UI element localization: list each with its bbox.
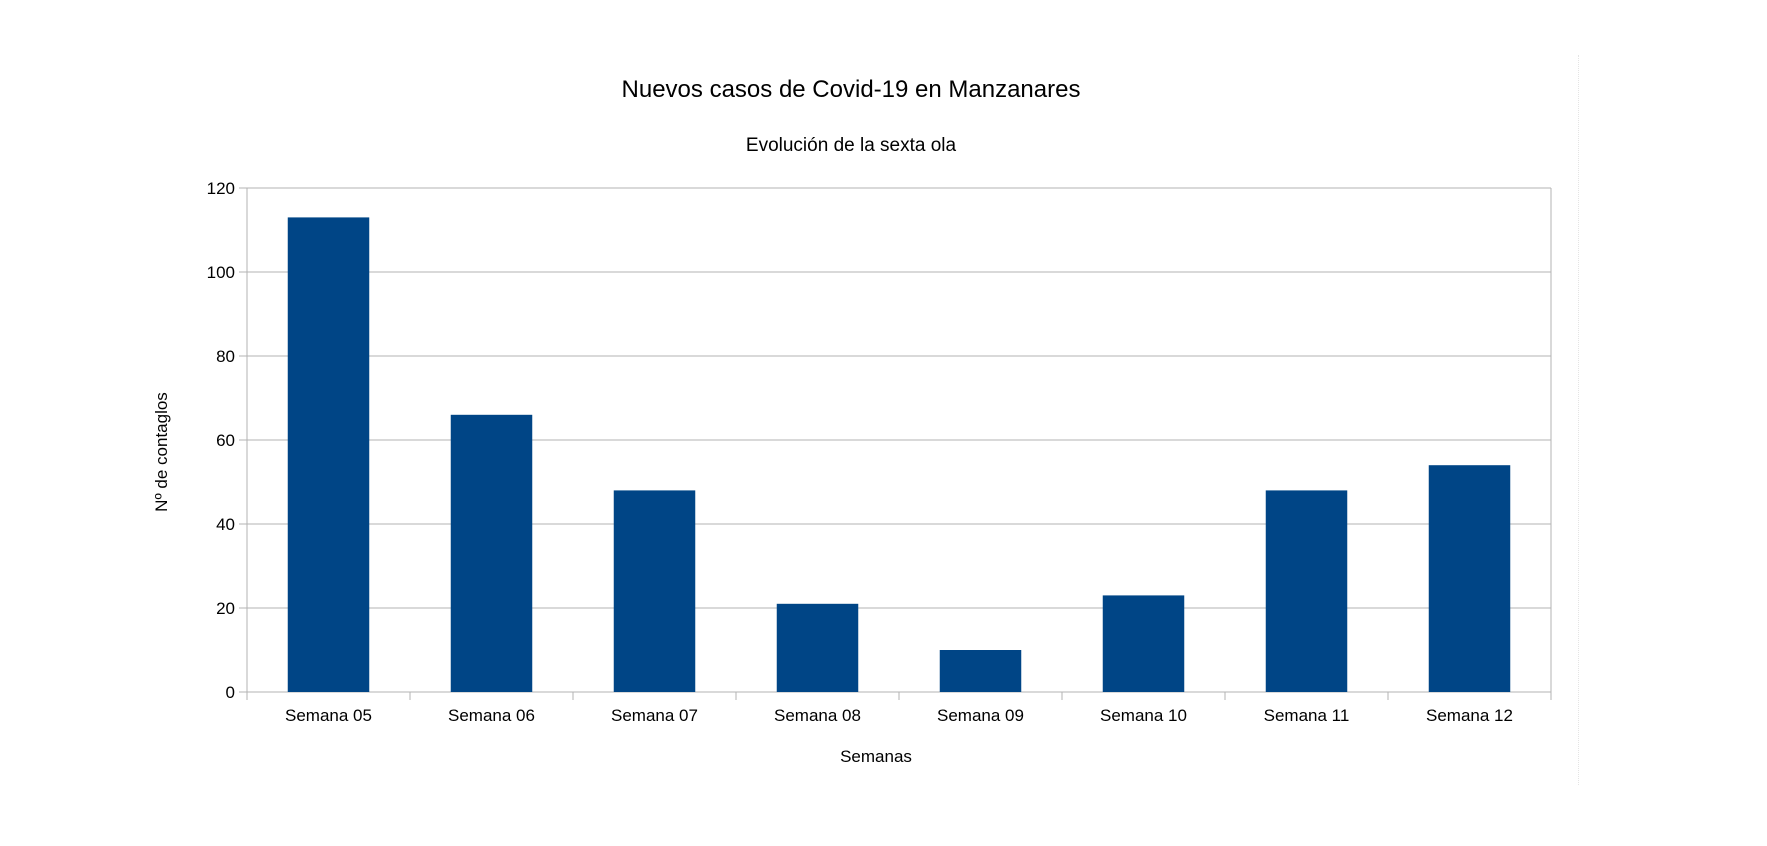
x-tick-label: Semana 08 <box>774 706 861 725</box>
x-axis-ticks: Semana 05 Semana 06 Semana 07 Semana 08 Sema… <box>246 692 1552 725</box>
x-tick-label: Semana 06 <box>448 706 535 725</box>
x-tick-label: Semana 09 <box>937 706 1024 725</box>
x-tick-label: Semana 05 <box>285 706 372 725</box>
x-tick-label: Semana 10 <box>1100 706 1187 725</box>
bar <box>939 650 1022 692</box>
y-tick-label: 60 <box>216 431 235 450</box>
bar <box>287 217 370 692</box>
bar <box>776 603 859 692</box>
x-tick-label: Semana 11 <box>1264 706 1350 725</box>
chart-subtitle: Evolución de la sexta ola <box>746 135 957 156</box>
x-tick-label: Semana 07 <box>611 706 698 725</box>
bar <box>1265 490 1348 692</box>
y-tick-label: 0 <box>226 683 235 702</box>
y-axis-ticks: 0 20 40 60 80 100 120 <box>207 179 247 702</box>
y-tick-label: 120 <box>207 179 235 198</box>
y-tick-label: 80 <box>216 347 235 366</box>
y-tick-label: 20 <box>216 599 235 618</box>
x-axis-label: Semanas <box>840 747 912 766</box>
bar <box>613 490 696 692</box>
bar <box>450 414 533 692</box>
edge-divider <box>1578 55 1581 785</box>
y-tick-label: 100 <box>207 263 235 282</box>
bars <box>287 217 1511 692</box>
y-tick-label: 40 <box>216 515 235 534</box>
bar <box>1428 465 1511 692</box>
y-axis-label: Nº de contaglos <box>152 392 171 512</box>
chart-title: Nuevos casos de Covid-19 en Manzanares <box>622 76 1081 103</box>
x-tick-label: Semana 12 <box>1426 706 1513 725</box>
gridlines <box>246 187 1552 700</box>
bar <box>1102 595 1185 692</box>
